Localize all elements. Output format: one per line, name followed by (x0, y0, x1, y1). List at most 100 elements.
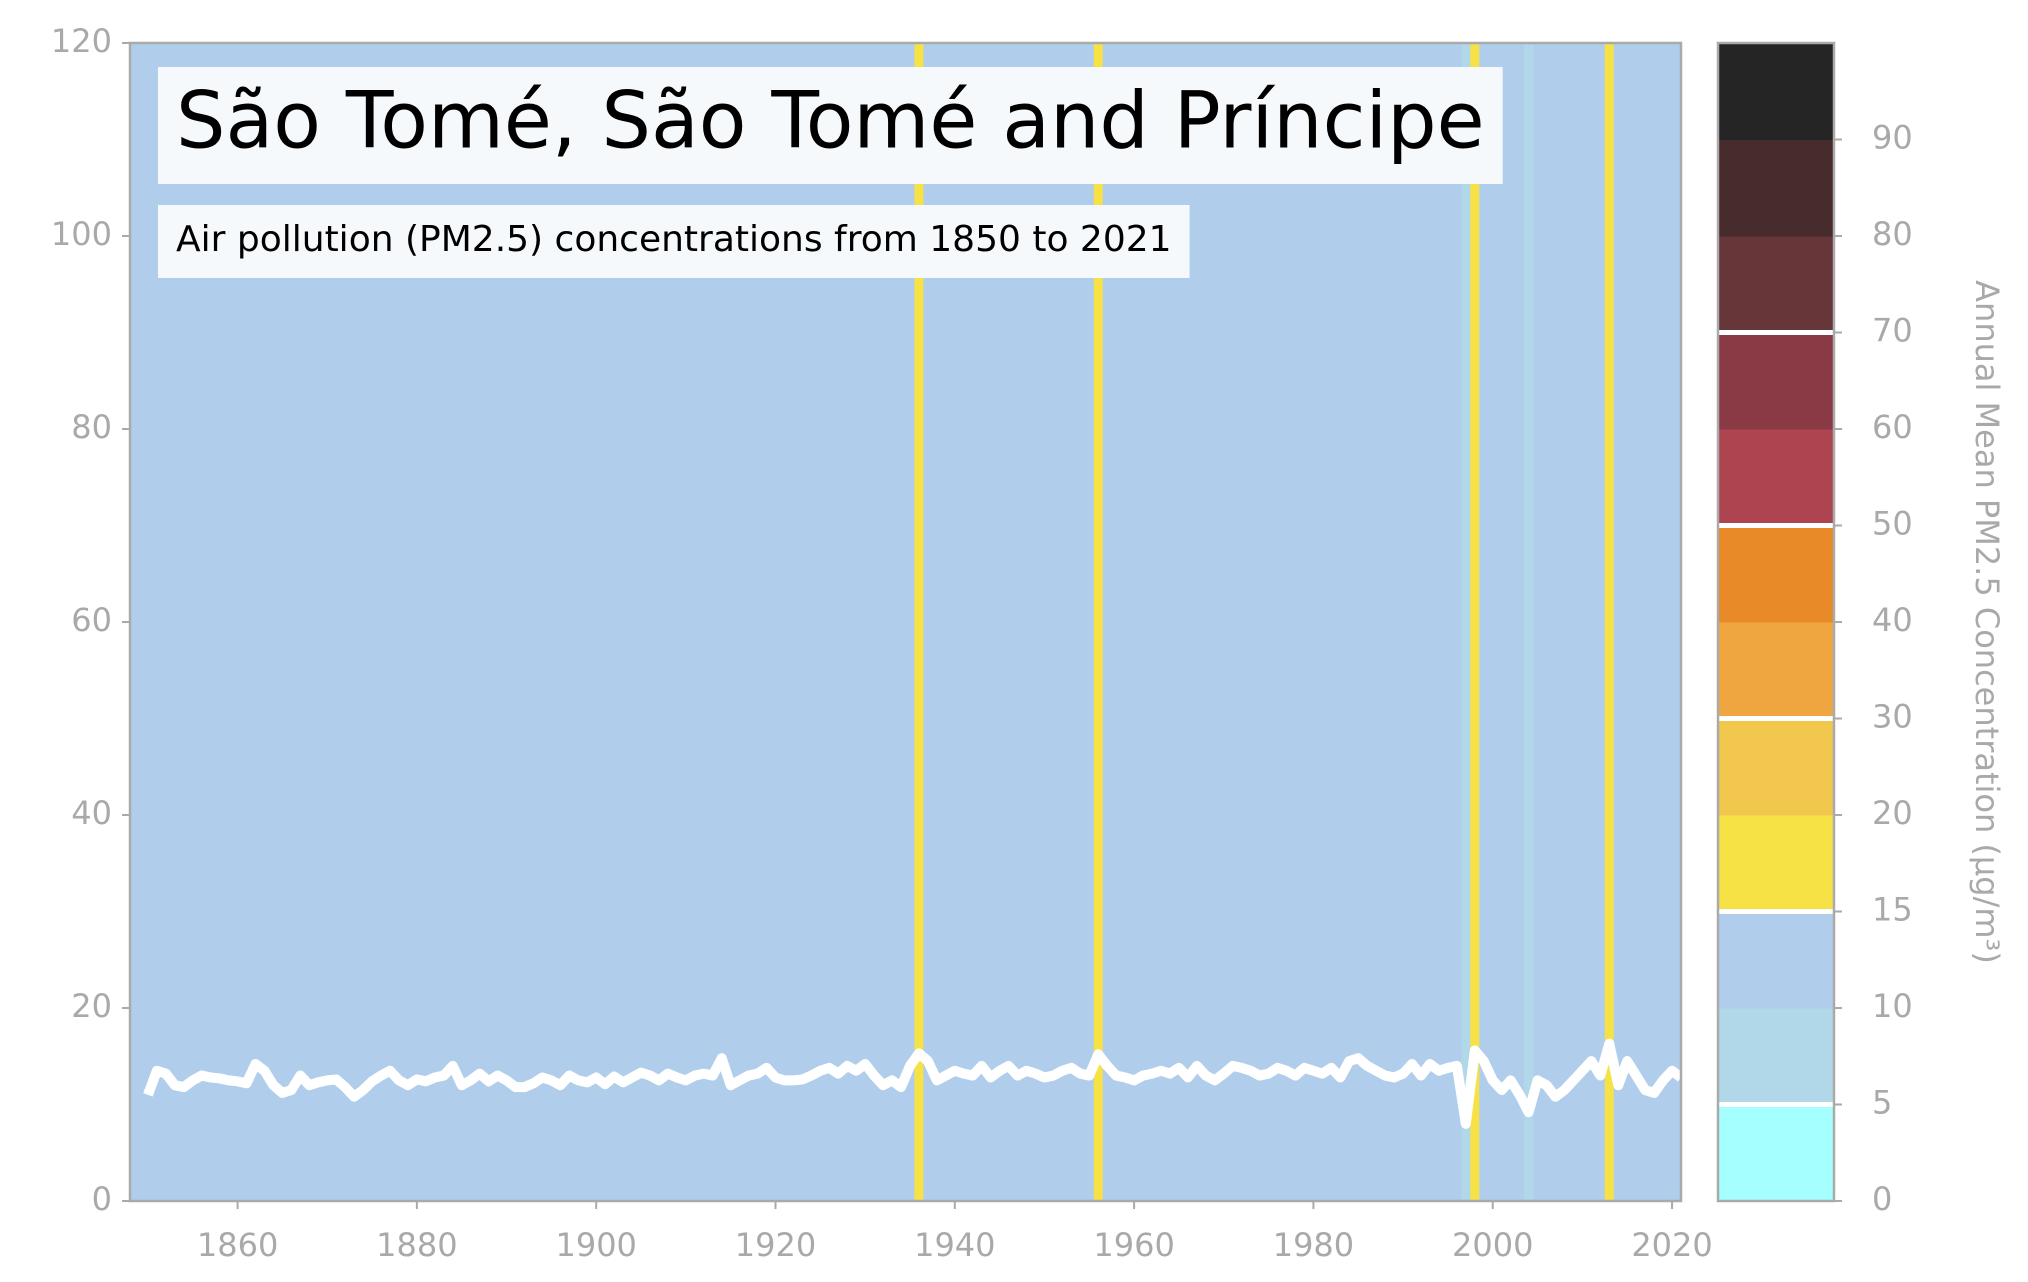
stripe (914, 43, 925, 1201)
stripe (654, 43, 665, 1201)
x-tick-label: 1880 (376, 1226, 457, 1264)
stripe (1165, 43, 1176, 1201)
stripe (206, 43, 216, 1201)
stripe (1524, 43, 1534, 1201)
data-line (143, 1038, 1681, 1129)
y-tick-label: 20 (71, 987, 112, 1025)
colorbar-bin (1718, 911, 1834, 1009)
stripe (546, 43, 557, 1201)
stripe (977, 43, 987, 1201)
stripe (215, 43, 225, 1201)
stripe (1515, 43, 1525, 1201)
stripe (582, 43, 593, 1201)
colorbar-tick-label: 10 (1872, 987, 1913, 1025)
stripe (1407, 43, 1418, 1201)
y-tick-label: 0 (92, 1180, 112, 1218)
colorbar-tick-label: 15 (1872, 891, 1913, 929)
stripe (1452, 43, 1462, 1201)
stripe (744, 43, 754, 1201)
stripe (1604, 43, 1615, 1201)
stripe (1667, 43, 1678, 1201)
stripe (771, 43, 781, 1201)
stripe (1470, 43, 1480, 1201)
x-tick-label: 2020 (1631, 1226, 1712, 1264)
stripe (322, 43, 333, 1201)
stripe (242, 43, 252, 1201)
stripe (878, 43, 889, 1201)
stripe (762, 43, 772, 1201)
colorbar-label: Annual Mean PM2.5 Concentration (μg/m³) (1968, 280, 2006, 964)
stripe (1425, 43, 1436, 1201)
stripe (636, 43, 647, 1201)
stripe (412, 43, 422, 1201)
stripe (1084, 43, 1095, 1201)
stripe (1228, 43, 1238, 1201)
stripe (735, 43, 745, 1201)
colorbar-bin (1718, 429, 1834, 526)
stripe (681, 43, 691, 1201)
colorbar-bin (1718, 139, 1834, 237)
stripe (1264, 43, 1274, 1201)
stripe (663, 43, 674, 1201)
stripe (1461, 43, 1471, 1201)
stripe (1022, 43, 1032, 1201)
stripe (1075, 43, 1086, 1201)
stripe (1416, 43, 1427, 1201)
line-layer (143, 1038, 1681, 1129)
colorbar-bin (1718, 1008, 1834, 1105)
stripe (1568, 43, 1579, 1201)
stripe (824, 43, 835, 1201)
stripe (1255, 43, 1265, 1201)
stripe (815, 43, 826, 1201)
stripe (466, 43, 476, 1201)
stripe (161, 43, 171, 1201)
stripe (1649, 43, 1660, 1201)
stripe (1551, 43, 1561, 1201)
stripe (1640, 43, 1651, 1201)
colorbar-bin (1718, 525, 1834, 623)
stripe (1201, 43, 1211, 1201)
stripe (403, 43, 414, 1201)
stripe (788, 43, 799, 1201)
stripe (349, 43, 360, 1201)
stripe (1559, 43, 1570, 1201)
chart-subtitle: Air pollution (PM2.5) concentrations fro… (176, 219, 1172, 260)
stripe (1362, 43, 1373, 1201)
stripe (833, 43, 844, 1201)
stripes (130, 43, 1681, 1201)
stripe (1353, 43, 1364, 1201)
colorbar-tick-label: 80 (1872, 215, 1913, 253)
stripe (1542, 43, 1552, 1201)
stripe (1282, 43, 1292, 1201)
axes: 1860 1880 1900 1920 1940 1960 1980 2000 2020 0 20 4… (51, 22, 2006, 1264)
stripe (188, 43, 198, 1201)
stripe (358, 43, 369, 1201)
stripe (1622, 43, 1633, 1201)
colorbar-bin (1718, 622, 1834, 719)
stripe (1335, 43, 1346, 1201)
stripe (1219, 43, 1229, 1201)
stripe (268, 43, 279, 1201)
y-tick-label: 120 (51, 22, 112, 60)
colorbar-tick-label: 40 (1872, 601, 1913, 639)
stripe (475, 43, 485, 1201)
stripe (779, 43, 790, 1201)
stripe (1595, 43, 1606, 1201)
stripe (1156, 43, 1167, 1201)
colorbar-tick-label: 20 (1872, 794, 1913, 832)
stripe (511, 43, 521, 1201)
y-tick-label: 40 (71, 794, 112, 832)
stripe (493, 43, 503, 1201)
stripe (869, 43, 880, 1201)
stripe (313, 43, 324, 1201)
stripe (304, 43, 315, 1201)
stripe (627, 43, 638, 1201)
colorbar-tick-label: 30 (1872, 698, 1913, 736)
colorbar-tick-label: 60 (1872, 408, 1913, 446)
stripe (1129, 43, 1140, 1201)
stripe (923, 43, 933, 1201)
stripe (1120, 43, 1131, 1201)
stripe (573, 43, 584, 1201)
stripe (179, 43, 189, 1201)
stripe (502, 43, 512, 1201)
